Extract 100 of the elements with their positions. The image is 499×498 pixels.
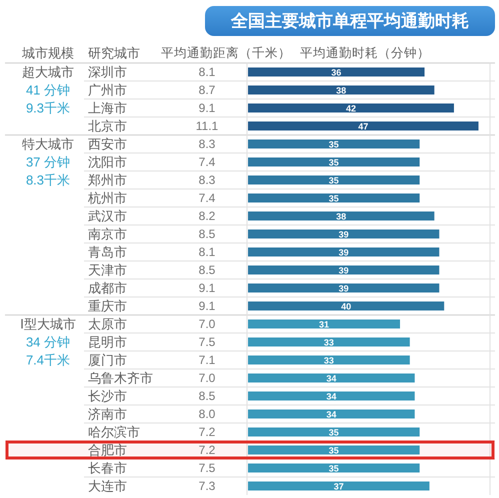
y-tick-label: 北京市 [88, 118, 127, 134]
bar [248, 392, 415, 400]
data-label: 9.1 [198, 281, 216, 295]
text: 7.4千米 [26, 352, 70, 368]
bar [248, 68, 425, 76]
data-label: 8.0 [198, 407, 216, 421]
bar [248, 356, 410, 364]
text: 8.3千米 [26, 172, 70, 188]
bar [248, 158, 420, 166]
data-label: 7.3 [198, 479, 216, 493]
data-label: 39 [338, 230, 349, 240]
bar [248, 176, 420, 184]
y-tick-label: 乌鲁木齐市 [88, 370, 153, 386]
data-label: 8.1 [198, 245, 216, 259]
bar [248, 482, 430, 490]
text: 41 分钟 [26, 82, 70, 98]
data-label: 9.1 [198, 101, 216, 115]
data-label: 8.3 [198, 137, 216, 151]
bar [248, 104, 454, 112]
y-tick-label: 深圳市 [88, 64, 127, 80]
bar [248, 140, 420, 148]
y-tick-label: 郑州市 [88, 172, 127, 188]
data-label: 8.5 [198, 263, 216, 277]
data-label: 7.1 [198, 353, 216, 367]
y-tick-label: 济南市 [88, 406, 127, 422]
y-tick-label: 合肥市 [88, 442, 127, 458]
data-label: 7.0 [198, 371, 216, 385]
data-label: 34 [326, 410, 336, 420]
y-tick-label: 长春市 [88, 460, 127, 476]
data-label: 11.1 [196, 119, 219, 133]
bar [248, 122, 478, 130]
y-tick-label: 沈阳市 [88, 154, 127, 170]
y-axis-title: 研究城市 [88, 46, 140, 60]
data-label: 8.5 [198, 389, 216, 403]
data-label: 33 [324, 338, 334, 348]
data-label: 8.2 [198, 209, 216, 223]
bar [248, 338, 410, 346]
bar [248, 302, 444, 310]
y-tick-label: 长沙市 [88, 388, 127, 404]
data-label: 35 [328, 140, 339, 150]
y-tick-label: 西安市 [88, 136, 127, 152]
data-label: 40 [341, 302, 352, 312]
bar [248, 212, 434, 220]
data-label: 42 [346, 104, 356, 114]
text: Ⅰ型大城市 [20, 316, 76, 332]
data-label: 8.1 [198, 65, 216, 79]
data-label: 35 [328, 446, 339, 456]
data-label: 35 [328, 428, 339, 438]
data-label: 34 [326, 392, 336, 402]
data-label: 8.5 [198, 227, 216, 241]
data-label: 8.7 [198, 83, 216, 97]
bar [248, 248, 440, 256]
data-label: 35 [328, 158, 339, 168]
chart-title: 全国主要城市单程平均通勤时耗 [230, 12, 469, 30]
data-label: 38 [336, 86, 346, 96]
data-label: 35 [328, 194, 339, 204]
bar [248, 86, 434, 94]
data-label: 7.4 [198, 155, 216, 169]
bar [248, 464, 420, 472]
data-label: 7.5 [198, 461, 216, 475]
data-label: 9.1 [198, 299, 216, 313]
text: 特大城市 [22, 136, 74, 152]
bar [248, 194, 420, 202]
bar [248, 374, 415, 382]
data-label: 7.0 [198, 317, 216, 331]
data-label: 37 [334, 482, 344, 492]
y-tick-label: 武汉市 [88, 208, 127, 224]
data-label: 8.3 [198, 173, 216, 187]
y-tick-label: 上海市 [88, 100, 127, 116]
y-tick-label: 哈尔滨市 [88, 424, 140, 440]
bar [248, 428, 420, 436]
data-label: 35 [328, 464, 339, 474]
data-label: 7.4 [198, 191, 216, 205]
data-label: 33 [324, 356, 334, 366]
y-tick-label: 南京市 [88, 226, 127, 242]
data-label: 38 [336, 212, 346, 222]
y-tick-label: 厦门市 [88, 352, 127, 368]
data-label: 39 [338, 284, 349, 294]
data-label: 35 [328, 176, 339, 186]
x-axis-title: 平均通勤时耗（分钟） [300, 46, 430, 60]
bar [248, 446, 420, 454]
data-label: 34 [326, 374, 336, 384]
data-label: 47 [358, 122, 368, 132]
data-label: 7.2 [198, 443, 216, 457]
text: 9.3千米 [26, 100, 70, 116]
bar [248, 320, 400, 328]
y-tick-label: 成都市 [88, 280, 127, 296]
data-label: 31 [319, 320, 330, 330]
bar [248, 284, 440, 292]
text: 超大城市 [22, 64, 74, 80]
bar [248, 410, 415, 418]
y-tick-label: 杭州市 [87, 190, 127, 206]
text: 34 分钟 [26, 334, 70, 350]
data-label: 36 [331, 68, 342, 78]
data-label: 7.2 [198, 425, 216, 439]
y-tick-label: 太原市 [88, 316, 127, 332]
y-tick-label: 广州市 [88, 82, 127, 98]
data-label: 39 [338, 266, 349, 276]
text: 平均通勤距离（千米） [161, 45, 291, 60]
text: 城市规模 [21, 46, 74, 60]
